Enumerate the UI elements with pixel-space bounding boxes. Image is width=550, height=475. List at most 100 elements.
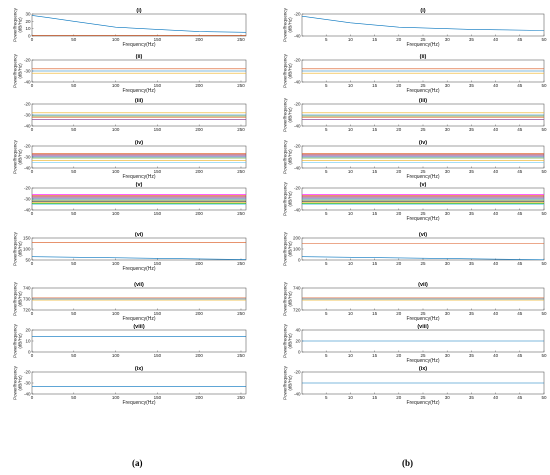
chart-b-v: (v) 5 10 15 20 25 30 35 40 45 50 -40 -20 Frequency(Hz… [283, 181, 547, 222]
x-tick-label: 45 [517, 127, 523, 132]
y-tick-label: -40 [24, 80, 31, 85]
x-tick-label: 250 [237, 83, 245, 88]
y-axis-label: Power/frequency(dB/Hz) [13, 231, 23, 266]
chart-a-vii: (vii) 0 50 100 150 200 250 720 730 740 Frequency(H… [13, 281, 247, 322]
x-tick-label: 35 [469, 261, 475, 266]
x-axis-label: Frequency(Hz) [406, 400, 439, 406]
y-tick-label: -20 [294, 370, 301, 375]
y-tick-label: 0 [28, 350, 31, 355]
y-axis-label: Power/frequency(dB/Hz) [13, 7, 23, 42]
y-tick-label: -20 [24, 370, 31, 375]
x-tick-label: 50 [541, 261, 547, 266]
x-axis-label: Frequency(Hz) [406, 42, 439, 48]
plot-area [31, 13, 247, 37]
x-axis-label: Frequency(Hz) [122, 88, 155, 94]
x-tick-label: 15 [372, 127, 378, 132]
y-tick-label: 40 [295, 328, 301, 333]
y-tick-label: -30 [24, 381, 31, 386]
y-tick-label: -30 [24, 197, 31, 202]
panel-title: (v) [136, 182, 143, 188]
chart-b-vi: (vi) 5 10 15 20 25 30 35 40 45 50 0 100 200Power/freq… [283, 231, 547, 266]
chart-a-iv: (iv) 0 50 100 150 200 250 -40 -30 -20 Frequency(Hz… [13, 139, 247, 180]
x-tick-label: 40 [493, 37, 499, 42]
series-line [32, 256, 246, 260]
x-tick-label: 100 [112, 311, 120, 316]
x-tick-label: 250 [237, 261, 245, 266]
panel-title: (vi) [419, 232, 427, 238]
panel-title: (iv) [135, 140, 143, 146]
y-tick-label: -40 [24, 166, 31, 171]
x-tick-label: 10 [348, 169, 354, 174]
y-axis-label: Power/frequency(dB/Hz) [283, 365, 293, 400]
y-axis-label: Power/frequency(dB/Hz) [13, 281, 23, 316]
y-tick-label: 0 [28, 34, 31, 39]
x-tick-label: 150 [154, 211, 162, 216]
panel-title: (ii) [420, 54, 427, 60]
x-tick-label: 150 [154, 353, 162, 358]
x-tick-label: 100 [112, 211, 120, 216]
x-axis-label: Frequency(Hz) [122, 266, 155, 272]
x-tick-label: 30 [445, 83, 451, 88]
panel-title: (v) [420, 182, 427, 188]
x-tick-label: 200 [195, 127, 203, 132]
y-tick-label: -20 [24, 102, 31, 107]
chart-b-ix: (ix) 5 10 15 20 25 30 35 40 45 50 -40 -20 Frequency(H… [283, 365, 547, 406]
x-tick-label: 150 [154, 37, 162, 42]
x-axis-label: Frequency(Hz) [122, 400, 155, 406]
x-tick-label: 10 [348, 353, 354, 358]
panel-title: (ii) [136, 54, 143, 60]
x-tick-label: 200 [195, 211, 203, 216]
y-tick-label: 30 [25, 12, 31, 17]
x-tick-label: 200 [195, 261, 203, 266]
x-tick-label: 25 [420, 311, 426, 316]
x-tick-label: 35 [469, 311, 475, 316]
x-tick-label: 150 [154, 311, 162, 316]
chart-a-ii: (ii) 0 50 100 150 200 250 -40 -30 -20 Frequency(Hz… [13, 53, 247, 94]
y-tick-label: -20 [294, 58, 301, 63]
x-tick-label: 35 [469, 353, 475, 358]
y-axis-label: Power/frequency(dB/Hz) [283, 231, 293, 266]
x-tick-label: 40 [493, 83, 499, 88]
x-axis-label: Frequency(Hz) [122, 174, 155, 180]
y-tick-label: -30 [24, 113, 31, 118]
series-line [32, 15, 246, 33]
chart-b-i: (i) 5 10 15 20 25 30 35 40 45 50 -40 -20 Frequency(Hz… [283, 7, 547, 48]
y-tick-label: 100 [23, 247, 31, 252]
y-tick-label: -30 [24, 155, 31, 160]
x-tick-label: 250 [237, 37, 245, 42]
x-tick-label: 10 [348, 311, 354, 316]
y-axis-label: Power/frequency(dB/Hz) [283, 97, 293, 132]
x-tick-label: 150 [154, 261, 162, 266]
x-tick-label: 100 [112, 37, 120, 42]
x-tick-label: 50 [71, 353, 77, 358]
x-axis-label: Frequency(Hz) [122, 42, 155, 48]
x-tick-label: 250 [237, 169, 245, 174]
y-axis-label: Power/frequency(dB/Hz) [13, 365, 23, 400]
x-tick-label: 0 [31, 311, 34, 316]
x-tick-label: 10 [348, 261, 354, 266]
y-tick-label: -20 [294, 144, 301, 149]
panel-title: (iii) [419, 98, 427, 104]
y-tick-label: -20 [294, 12, 301, 17]
x-tick-label: 0 [31, 83, 34, 88]
panel-title: (vii) [418, 282, 428, 288]
x-tick-label: 100 [112, 127, 120, 132]
x-tick-label: 5 [325, 353, 328, 358]
x-tick-label: 30 [445, 127, 451, 132]
panel-title: (viii) [133, 324, 144, 330]
y-tick-label: -40 [294, 392, 301, 397]
x-tick-label: 0 [31, 37, 34, 42]
x-tick-label: 50 [71, 311, 77, 316]
x-tick-label: 20 [396, 169, 402, 174]
x-tick-label: 200 [195, 353, 203, 358]
x-tick-label: 30 [445, 37, 451, 42]
x-tick-label: 15 [372, 83, 378, 88]
panel-title: (viii) [417, 324, 428, 330]
x-tick-label: 5 [325, 395, 328, 400]
series-line [302, 15, 544, 31]
x-tick-label: 5 [325, 83, 328, 88]
plot-area [301, 237, 545, 261]
y-tick-label: 20 [295, 339, 301, 344]
x-tick-label: 30 [445, 353, 451, 358]
x-tick-label: 35 [469, 395, 475, 400]
